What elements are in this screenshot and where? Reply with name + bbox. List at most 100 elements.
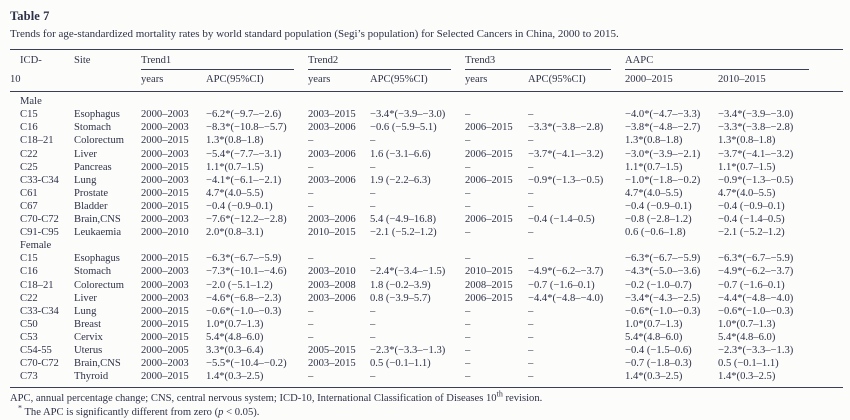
cell-icd: C22 — [20, 148, 38, 160]
cell-t1apc: −5.4*(−7.7–−3.1) — [206, 148, 282, 160]
footnote-sig-text: The APC is significantly different from … — [22, 406, 219, 418]
cell-aapc1: 4.7*(4.0–5.5) — [625, 187, 683, 199]
cell-t1y: 2000–2015 — [141, 135, 189, 147]
cell-t2y: 2003–2006 — [308, 214, 356, 226]
cell-t2apc: −3.4*(−3.9–−3.0) — [370, 109, 446, 121]
cell-t2apc: 5.4 (−4.9–16.8) — [370, 214, 436, 226]
cell-t1apc: 1.3*(0.8–1.8) — [206, 135, 264, 147]
cell-aapc1: −0.2 (−1.0–0.7) — [625, 279, 692, 291]
cell-site: Uterus — [74, 344, 103, 356]
cell-aapc1: 1.0*(0.7–1.3) — [625, 318, 683, 330]
cell-icd: C15 — [20, 253, 38, 265]
cell-aapc1: −3.4*(−4.3–−2.5) — [625, 292, 701, 304]
cell-aapc1: −0.8 (−2.8–1.2) — [625, 214, 692, 226]
cell-icd: C67 — [20, 200, 38, 212]
cell-t1apc: −5.5*(−10.4–−0.2) — [206, 358, 287, 370]
cell-icd: C54-55 — [20, 344, 52, 356]
cell-t2apc: 1.6 (−3.1–6.6) — [370, 148, 431, 160]
cell-t2apc: – — [370, 331, 376, 343]
cell-t3y: – — [465, 358, 471, 370]
table-body: Male C15 Esophagus 2000–2003 −6.2*(−9.7–−2.6… — [10, 92, 843, 389]
cell-icd: C70-C72 — [20, 214, 59, 226]
cell-t1y: 2000–2015 — [141, 318, 189, 330]
column-header-site: Site — [74, 55, 91, 66]
cell-t3apc: – — [528, 227, 534, 239]
cell-t2apc: – — [370, 187, 376, 199]
cell-t1apc: −2.0 (−5.1–1.2) — [206, 279, 273, 291]
cell-t3y: – — [465, 161, 471, 173]
column-header-icd: ICD- — [20, 55, 42, 66]
cell-t3y: – — [465, 135, 471, 147]
cell-icd: C16 — [20, 266, 38, 278]
cell-site: Esophagus — [74, 109, 120, 121]
cell-t3y: – — [465, 318, 471, 330]
cell-t1y: 2000–2003 — [141, 148, 189, 160]
cell-site: Thyroid — [74, 371, 109, 383]
cell-t2apc: – — [370, 318, 376, 330]
cell-t3y: – — [465, 200, 471, 212]
cell-t3apc: – — [528, 161, 534, 173]
column-group-trend3: Trend3 — [465, 54, 611, 71]
cell-t2apc: – — [370, 371, 376, 383]
cell-t3apc: – — [528, 305, 534, 317]
cell-aapc1: −3.0*(−3.9–−2.1) — [625, 148, 701, 160]
cell-aapc2: 1.0*(0.7–1.3) — [718, 318, 776, 330]
cell-t2apc: – — [370, 253, 376, 265]
cell-t3apc: – — [528, 371, 534, 383]
cell-t2apc: −0.6 (−5.9–5.1) — [370, 122, 437, 134]
cell-aapc1: 0.6 (−0.6–1.8) — [625, 227, 686, 239]
cell-t2y: 2003–2015 — [308, 358, 356, 370]
cell-aapc2: −4.4*(−4.8–−4.0) — [718, 292, 794, 304]
cell-t3apc: −0.4 (−1.4–0.5) — [528, 214, 595, 226]
cell-t1y: 2000–2003 — [141, 109, 189, 121]
cell-site: Esophagus — [74, 253, 120, 265]
cell-t3apc: −3.3*(−3.8–−2.8) — [528, 122, 604, 134]
table-caption: Trends for age-standardized mortality ra… — [10, 28, 619, 40]
cell-t2y: – — [308, 318, 314, 330]
cell-t1apc: 1.1*(0.7–1.5) — [206, 161, 264, 173]
cell-aapc2: −6.3*(−6.7–−5.9) — [718, 253, 794, 265]
cell-t3apc: – — [528, 109, 534, 121]
cell-t2apc: – — [370, 135, 376, 147]
cell-aapc2: −2.3*(−3.3–−1.3) — [718, 344, 794, 356]
cell-aapc1: 1.1*(0.7–1.5) — [625, 161, 683, 173]
cell-t1y: 2000–2015 — [141, 187, 189, 199]
cell-t3y: 2008–2015 — [465, 279, 513, 291]
cell-site: Liver — [74, 292, 97, 304]
cell-t3apc: −4.4*(−4.8–−4.0) — [528, 292, 604, 304]
cell-t2y: 2003–2010 — [308, 266, 356, 278]
cell-t2apc: – — [370, 305, 376, 317]
cell-aapc1: 1.4*(0.3–2.5) — [625, 371, 683, 383]
cell-aapc1: −6.3*(−6.7–−5.9) — [625, 253, 701, 265]
cell-t1apc: 3.3*(0.3–6.4) — [206, 344, 264, 356]
cell-aapc2: 1.4*(0.3–2.5) — [718, 371, 776, 383]
cell-t3apc: −4.9*(−6.2–−3.7) — [528, 266, 604, 278]
cell-icd: C25 — [20, 161, 38, 173]
table-footnotes: APC, annual percentage change; CNS, cent… — [10, 390, 843, 420]
cell-aapc2: −3.7*(−4.1–−3.2) — [718, 148, 794, 160]
cell-aapc2: −2.1 (−5.2–1.2) — [718, 227, 785, 239]
footnote-sig-tail: < 0.05). — [223, 406, 260, 418]
cell-icd: C33-C34 — [20, 174, 59, 186]
cell-t1y: 2000–2015 — [141, 305, 189, 317]
cell-icd: C22 — [20, 292, 38, 304]
section-label-male: Male — [20, 96, 42, 108]
cell-aapc2: −4.9*(−6.2–−3.7) — [718, 266, 794, 278]
cell-aapc1: −3.8*(−4.8–−2.7) — [625, 122, 701, 134]
cell-t1y: 2000–2010 — [141, 227, 189, 239]
cell-site: Stomach — [74, 122, 112, 134]
column-header-trend2-years: years — [308, 74, 331, 86]
cell-aapc1: −0.4 (−0.9–0.1) — [625, 200, 692, 212]
footnote-significance: * The APC is significantly different fro… — [10, 404, 843, 420]
cell-icd: C33-C34 — [20, 305, 59, 317]
cell-t2y: 2003–2006 — [308, 174, 356, 186]
cell-icd: C70-C72 — [20, 358, 59, 370]
cell-aapc1: −0.6*(−1.0–−0.3) — [625, 305, 701, 317]
header-spacer — [74, 70, 141, 91]
cell-t2y: 2005–2015 — [308, 344, 356, 356]
column-header-trend3-apc: APC(95%CI) — [528, 74, 586, 86]
column-header-aapc-2000-2015: 2000–2015 — [625, 74, 673, 86]
cell-t1apc: 1.0*(0.7–1.3) — [206, 318, 264, 330]
cell-t1apc: −7.3*(−10.1–−4.6) — [206, 266, 287, 278]
cell-t3apc: – — [528, 318, 534, 330]
